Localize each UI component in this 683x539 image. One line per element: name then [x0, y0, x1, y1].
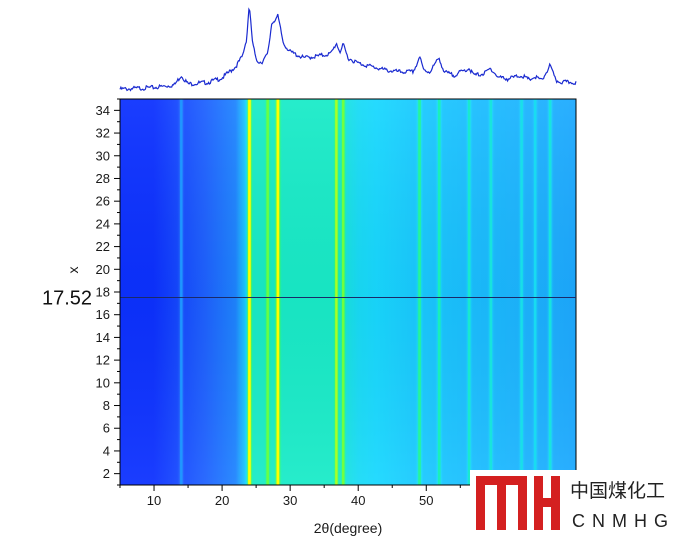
- y-tick-label: 12: [96, 353, 110, 368]
- logo-chinese-text: 中国煤化工: [570, 480, 665, 502]
- x-tick-label: 10: [147, 493, 161, 508]
- y-tick-label: 30: [96, 148, 110, 163]
- y-axis-title: x: [65, 267, 81, 274]
- peak-band: [266, 99, 269, 485]
- logo-bar: [476, 476, 485, 530]
- logo-bar: [534, 498, 560, 507]
- logo-mark: [476, 476, 560, 530]
- x-axis-title: 2θ(degree): [314, 520, 383, 536]
- peak-band: [520, 99, 523, 485]
- y-tick-label: 32: [96, 126, 110, 141]
- y-tick-label: 18: [96, 285, 110, 300]
- y-tick-label: 24: [96, 216, 110, 231]
- x-tick-label: 30: [283, 493, 297, 508]
- peak-band: [548, 99, 552, 485]
- y-tick-label: 34: [96, 103, 110, 118]
- y-tick-label: 8: [103, 398, 110, 413]
- y-tick-label: 4: [103, 443, 110, 458]
- logo-english-text: CNMHG: [572, 511, 675, 531]
- logo-bar: [506, 476, 524, 485]
- cursor-readout: 17.52: [42, 287, 92, 309]
- logo-bar: [551, 476, 560, 530]
- peak-band: [276, 99, 280, 485]
- peak-band: [418, 99, 421, 485]
- x-tick-label: 50: [419, 493, 433, 508]
- y-tick-label: 2: [103, 466, 110, 481]
- top-profile-panel: [119, 7, 577, 92]
- peak-band: [180, 99, 183, 485]
- y-tick-label: 28: [96, 171, 110, 186]
- heatmap-panel: [119, 98, 577, 486]
- y-tick-label: 26: [96, 194, 110, 209]
- y-tick-label: 20: [96, 262, 110, 277]
- logo-bar: [476, 476, 506, 485]
- y-tick-label: 14: [96, 330, 110, 345]
- y-tick-label: 22: [96, 239, 110, 254]
- peak-band: [342, 99, 345, 485]
- x-tick-label: 40: [351, 493, 365, 508]
- peak-band: [534, 99, 537, 485]
- peak-band: [335, 99, 338, 485]
- y-tick-label: 10: [96, 375, 110, 390]
- top-profile-line: [119, 7, 577, 92]
- logo-bar: [497, 476, 506, 530]
- x-tick-label: 20: [215, 493, 229, 508]
- y-tick-label: 16: [96, 307, 110, 322]
- peak-band: [489, 99, 493, 485]
- heatmap-texture: [120, 99, 576, 485]
- logo-bar: [518, 476, 527, 530]
- y-tick-label: 6: [103, 421, 110, 436]
- peak-band: [248, 99, 251, 485]
- peak-band: [438, 99, 441, 485]
- cnmhg-logo: 中国煤化工 CNMHG: [470, 470, 683, 539]
- peak-band: [467, 99, 471, 485]
